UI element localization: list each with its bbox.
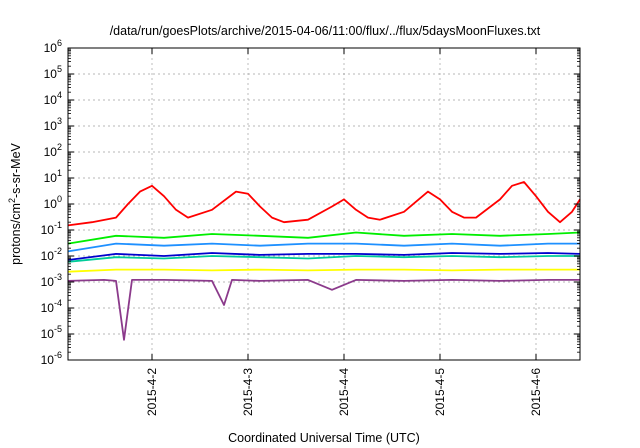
x-tick-label: 2015-4-2 — [145, 368, 159, 416]
series-line-4 — [67, 255, 580, 263]
y-tick-label-base: 10 — [44, 93, 58, 107]
y-tick-label: 10-6 — [41, 350, 62, 367]
y-tick-label: 10-4 — [41, 298, 62, 315]
y-tick-label-exp: 6 — [57, 38, 62, 48]
series-line-2 — [67, 231, 581, 245]
y-tick-label-base: 10 — [41, 327, 55, 341]
series-line-3 — [67, 242, 580, 253]
y-tick-label: 100 — [44, 194, 62, 211]
series-lines — [67, 181, 581, 341]
y-tick-label-base: 10 — [41, 353, 55, 367]
y-tick-label-exp: -3 — [54, 272, 62, 282]
series-line-6 — [67, 268, 580, 273]
y-tick-label-exp: 1 — [57, 168, 62, 178]
y-tick-label-exp: -2 — [54, 246, 62, 256]
y-tick-label: 104 — [44, 90, 62, 107]
y-tick-label-base: 10 — [41, 249, 55, 263]
y-tick-label-exp: -6 — [54, 350, 62, 360]
y-tick-label: 101 — [44, 168, 62, 185]
y-tick-label-base: 10 — [44, 145, 58, 159]
y-tick-label-base: 10 — [44, 171, 58, 185]
y-tick-label: 102 — [44, 142, 62, 159]
y-tick-label-base: 10 — [41, 275, 55, 289]
x-tick-label: 2015-4-6 — [529, 368, 543, 416]
series-line-1 — [67, 181, 581, 227]
y-axis-label-sup: 2 — [7, 198, 17, 203]
y-tick-label-exp: -1 — [54, 220, 62, 230]
y-axis-label-rest: -s-sr-MeV — [9, 142, 23, 198]
y-tick-label-base: 10 — [44, 197, 58, 211]
series-line-7 — [67, 278, 580, 341]
y-tick-label-base: 10 — [41, 301, 55, 315]
x-axis-ticks: 2015-4-2 2015-4-3 2015-4-4 2015-4-5 2015-4-6 — [145, 48, 543, 416]
y-tick-label: 106 — [44, 38, 62, 55]
y-tick-label-exp: 0 — [57, 194, 62, 204]
y-tick-label: 10-5 — [41, 324, 62, 341]
chart-title: /data/run/goesPlots/archive/2015-04-06/1… — [110, 24, 541, 38]
grid — [68, 48, 580, 360]
x-tick-label: 2015-4-3 — [241, 368, 255, 416]
y-tick-label-exp: 3 — [57, 116, 62, 126]
y-tick-label-exp: 5 — [57, 64, 62, 74]
y-tick-label-base: 10 — [44, 67, 58, 81]
y-tick-label-exp: 4 — [57, 90, 62, 100]
y-tick-label-exp: 2 — [57, 142, 62, 152]
y-tick-label-base: 10 — [44, 119, 58, 133]
y-tick-label: 10-2 — [41, 246, 62, 263]
y-tick-label: 10-3 — [41, 272, 62, 289]
y-axis-ticks: 10-610-510-410-310-210-11001011021031041… — [41, 38, 580, 367]
series-line-5 — [67, 252, 581, 261]
y-tick-label: 105 — [44, 64, 62, 81]
x-tick-label: 2015-4-5 — [433, 368, 447, 416]
x-tick-label: 2015-4-4 — [337, 368, 351, 416]
y-axis-label-base: protons/cm — [9, 203, 23, 265]
y-tick-label-base: 10 — [41, 223, 55, 237]
y-tick-label-exp: -5 — [54, 324, 62, 334]
y-tick-label: 103 — [44, 116, 62, 133]
y-tick-label: 10-1 — [41, 220, 62, 237]
x-axis-label: Coordinated Universal Time (UTC) — [228, 431, 420, 445]
y-tick-label-base: 10 — [44, 41, 58, 55]
y-axis-label: protons/cm2-s-sr-MeV — [7, 142, 23, 264]
y-tick-label-exp: -4 — [54, 298, 62, 308]
